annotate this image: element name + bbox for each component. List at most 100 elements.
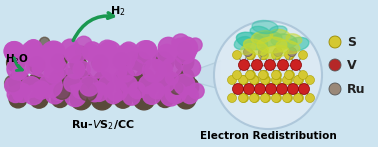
Circle shape <box>249 93 259 102</box>
Circle shape <box>156 91 174 107</box>
Circle shape <box>175 37 198 59</box>
Circle shape <box>175 53 194 71</box>
Circle shape <box>100 44 118 62</box>
Circle shape <box>246 71 256 80</box>
Circle shape <box>265 60 276 71</box>
Circle shape <box>260 71 268 80</box>
Circle shape <box>160 86 181 106</box>
Circle shape <box>284 76 293 85</box>
Circle shape <box>176 89 196 109</box>
Circle shape <box>156 74 175 92</box>
Circle shape <box>29 57 45 73</box>
Circle shape <box>232 83 243 95</box>
Circle shape <box>189 83 204 99</box>
Circle shape <box>138 41 156 59</box>
Circle shape <box>25 40 42 57</box>
Ellipse shape <box>234 37 252 49</box>
Circle shape <box>245 51 254 60</box>
Circle shape <box>259 47 268 56</box>
Circle shape <box>329 83 341 95</box>
Circle shape <box>329 59 341 71</box>
Circle shape <box>23 46 44 66</box>
Circle shape <box>260 51 268 60</box>
Circle shape <box>76 36 92 53</box>
Circle shape <box>70 56 86 72</box>
Circle shape <box>105 87 122 104</box>
Circle shape <box>282 93 291 102</box>
Circle shape <box>259 51 268 60</box>
Circle shape <box>108 51 125 68</box>
Circle shape <box>288 83 299 95</box>
Circle shape <box>45 85 65 104</box>
Circle shape <box>228 93 237 102</box>
Circle shape <box>189 38 202 52</box>
Circle shape <box>246 51 256 60</box>
Circle shape <box>285 51 294 60</box>
Circle shape <box>260 93 270 102</box>
Circle shape <box>262 76 271 85</box>
Circle shape <box>114 68 136 90</box>
Circle shape <box>265 83 276 95</box>
Circle shape <box>240 76 248 85</box>
Circle shape <box>9 90 27 108</box>
Ellipse shape <box>252 20 278 34</box>
Circle shape <box>165 82 186 103</box>
Circle shape <box>179 77 199 97</box>
Circle shape <box>228 76 237 85</box>
Circle shape <box>277 60 288 71</box>
Ellipse shape <box>236 32 268 50</box>
Circle shape <box>101 62 118 78</box>
Circle shape <box>7 86 24 103</box>
Text: V: V <box>347 59 356 71</box>
Circle shape <box>239 60 249 71</box>
Circle shape <box>243 83 254 95</box>
Ellipse shape <box>261 46 289 58</box>
Circle shape <box>98 74 120 96</box>
Circle shape <box>259 71 268 80</box>
Ellipse shape <box>254 31 282 47</box>
Circle shape <box>299 51 307 60</box>
Circle shape <box>175 68 194 86</box>
Circle shape <box>73 61 90 78</box>
Circle shape <box>143 86 161 104</box>
Circle shape <box>181 87 198 104</box>
Circle shape <box>127 59 144 76</box>
Circle shape <box>103 59 127 82</box>
Circle shape <box>178 42 191 55</box>
Circle shape <box>299 71 307 80</box>
Circle shape <box>106 80 127 101</box>
Text: H$_2$: H$_2$ <box>110 4 126 18</box>
Circle shape <box>116 77 136 97</box>
Circle shape <box>293 93 302 102</box>
Circle shape <box>291 60 302 71</box>
Circle shape <box>285 71 293 80</box>
Circle shape <box>43 41 65 64</box>
Circle shape <box>158 77 178 97</box>
Circle shape <box>154 69 176 91</box>
Circle shape <box>271 76 280 85</box>
Ellipse shape <box>269 26 287 36</box>
Circle shape <box>214 21 322 129</box>
Polygon shape <box>198 61 220 89</box>
Circle shape <box>178 41 190 54</box>
Circle shape <box>282 76 291 85</box>
Circle shape <box>30 46 47 63</box>
Circle shape <box>254 83 265 95</box>
Ellipse shape <box>286 34 302 44</box>
Circle shape <box>136 76 158 98</box>
Circle shape <box>260 76 270 85</box>
Circle shape <box>329 36 341 48</box>
Circle shape <box>284 93 293 102</box>
Circle shape <box>251 60 262 71</box>
Circle shape <box>243 47 253 56</box>
Circle shape <box>98 40 116 59</box>
Circle shape <box>89 82 108 101</box>
Circle shape <box>114 90 132 108</box>
Circle shape <box>87 56 109 78</box>
Text: Ru: Ru <box>347 82 366 96</box>
Circle shape <box>21 77 42 97</box>
Circle shape <box>251 76 260 85</box>
Circle shape <box>42 42 63 63</box>
Circle shape <box>87 87 102 102</box>
Circle shape <box>152 52 174 73</box>
